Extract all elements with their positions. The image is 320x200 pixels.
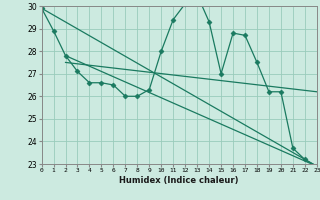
X-axis label: Humidex (Indice chaleur): Humidex (Indice chaleur) [119, 176, 239, 185]
